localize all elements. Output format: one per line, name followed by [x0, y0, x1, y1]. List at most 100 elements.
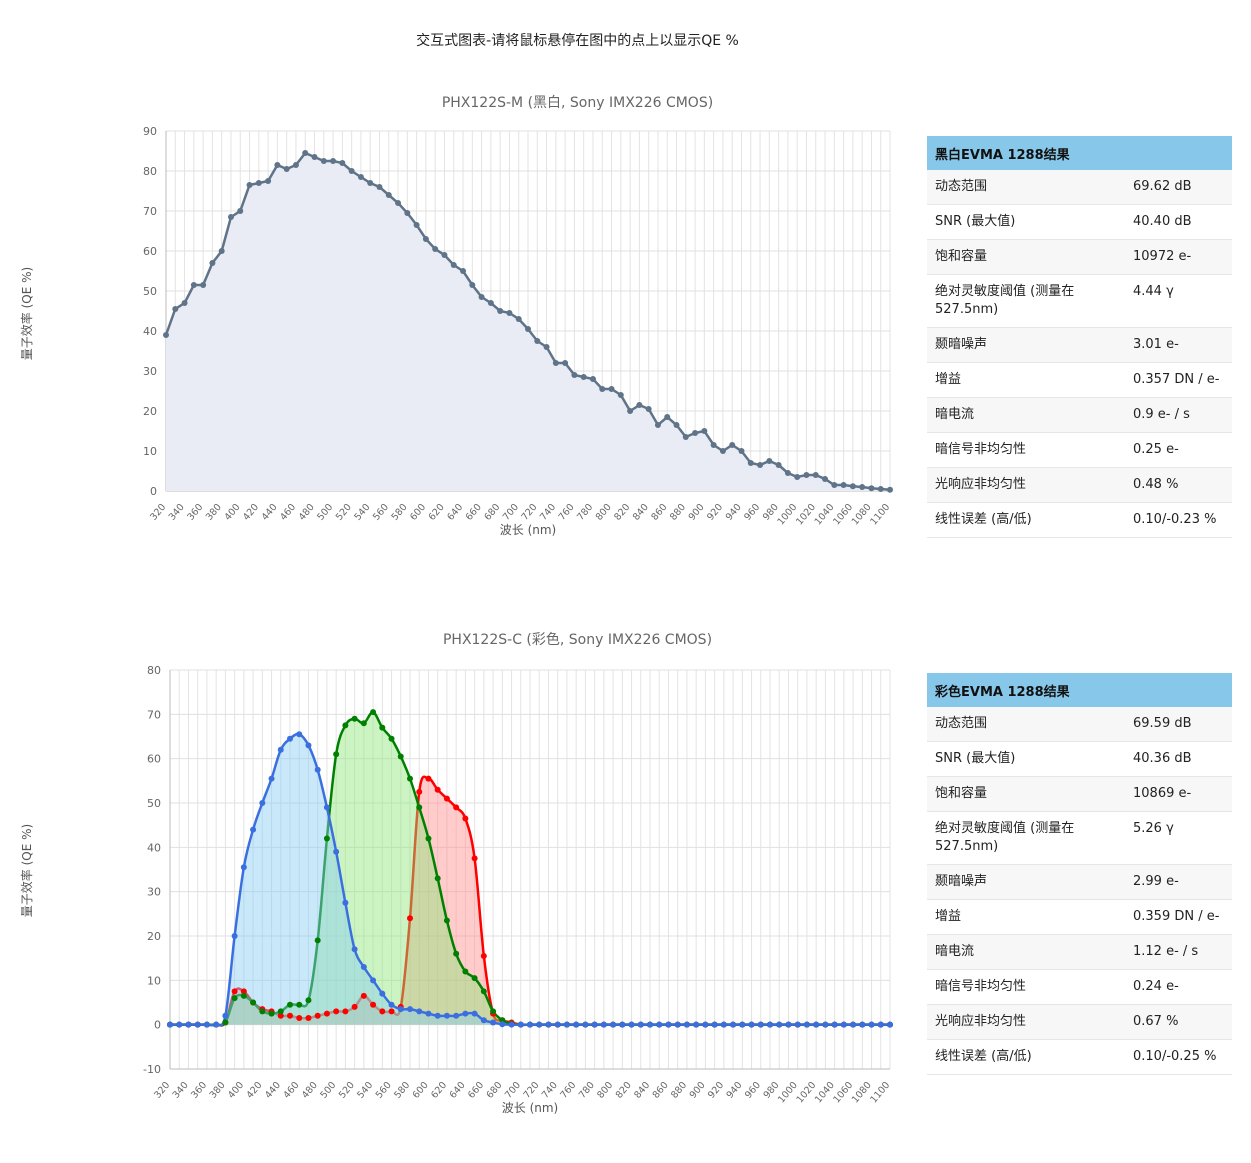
- mono-qe-chart[interactable]: 0102030405060708090320340360380400420440…: [0, 0, 900, 560]
- data-point-blue[interactable]: [287, 735, 293, 742]
- data-point-blue[interactable]: [647, 1021, 653, 1028]
- data-point-blue[interactable]: [554, 1021, 561, 1028]
- data-point-blue[interactable]: [167, 1021, 173, 1028]
- data-point-red[interactable]: [416, 788, 423, 795]
- data-point-green[interactable]: [471, 975, 478, 982]
- data-point-0[interactable]: [200, 282, 207, 288]
- data-point-blue[interactable]: [656, 1021, 663, 1028]
- data-point-0[interactable]: [654, 422, 661, 428]
- data-point-0[interactable]: [543, 344, 550, 350]
- data-point-blue[interactable]: [333, 848, 340, 855]
- data-point-green[interactable]: [222, 1019, 229, 1026]
- data-point-0[interactable]: [682, 434, 689, 440]
- data-point-green[interactable]: [287, 1001, 293, 1008]
- color-qe-chart[interactable]: -100102030405060708032034036038040042044…: [0, 0, 900, 1130]
- data-point-0[interactable]: [784, 470, 791, 476]
- data-point-0[interactable]: [190, 282, 197, 288]
- data-point-0[interactable]: [283, 166, 290, 172]
- data-point-blue[interactable]: [887, 1021, 893, 1028]
- data-point-0[interactable]: [664, 414, 671, 420]
- data-point-0[interactable]: [868, 485, 875, 492]
- data-point-blue[interactable]: [776, 1021, 783, 1028]
- data-point-blue[interactable]: [416, 1008, 423, 1015]
- data-point-0[interactable]: [478, 294, 485, 300]
- data-point-0[interactable]: [589, 376, 596, 382]
- data-point-red[interactable]: [443, 795, 450, 802]
- data-point-blue[interactable]: [176, 1021, 183, 1028]
- data-point-0[interactable]: [562, 360, 569, 366]
- data-point-blue[interactable]: [803, 1021, 810, 1028]
- data-point-green[interactable]: [379, 724, 386, 731]
- data-point-0[interactable]: [422, 236, 429, 242]
- data-point-0[interactable]: [775, 462, 782, 468]
- data-point-red[interactable]: [240, 988, 247, 995]
- data-point-0[interactable]: [719, 448, 726, 454]
- data-point-0[interactable]: [348, 168, 355, 174]
- data-point-0[interactable]: [794, 474, 801, 480]
- data-point-red[interactable]: [314, 1012, 321, 1019]
- data-point-0[interactable]: [831, 482, 838, 488]
- data-point-blue[interactable]: [360, 964, 367, 971]
- data-point-blue[interactable]: [637, 1021, 644, 1028]
- data-point-blue[interactable]: [582, 1021, 589, 1028]
- data-point-0[interactable]: [395, 200, 402, 206]
- data-point-0[interactable]: [552, 360, 559, 366]
- data-point-0[interactable]: [710, 442, 717, 448]
- data-point-red[interactable]: [370, 1001, 377, 1008]
- data-point-0[interactable]: [757, 462, 764, 468]
- data-point-red[interactable]: [471, 855, 478, 862]
- data-point-blue[interactable]: [591, 1021, 598, 1028]
- data-point-0[interactable]: [181, 300, 188, 306]
- data-point-blue[interactable]: [490, 1019, 497, 1026]
- data-point-green[interactable]: [443, 917, 450, 924]
- data-point-0[interactable]: [339, 160, 346, 166]
- data-point-blue[interactable]: [259, 800, 266, 806]
- data-point-0[interactable]: [330, 158, 337, 164]
- data-point-blue[interactable]: [757, 1021, 764, 1028]
- data-point-red[interactable]: [305, 1015, 312, 1022]
- data-point-0[interactable]: [525, 326, 531, 332]
- data-point-blue[interactable]: [342, 899, 349, 906]
- data-point-blue[interactable]: [527, 1021, 533, 1028]
- data-point-0[interactable]: [413, 222, 420, 228]
- data-point-blue[interactable]: [314, 766, 321, 773]
- data-point-green[interactable]: [416, 804, 423, 811]
- data-point-green[interactable]: [397, 753, 404, 760]
- data-point-green[interactable]: [370, 709, 377, 716]
- data-point-blue[interactable]: [739, 1021, 746, 1028]
- data-point-blue[interactable]: [194, 1021, 201, 1028]
- data-point-blue[interactable]: [877, 1021, 884, 1028]
- data-point-blue[interactable]: [434, 1012, 441, 1019]
- data-point-blue[interactable]: [296, 731, 303, 738]
- data-point-0[interactable]: [580, 374, 587, 380]
- data-point-red[interactable]: [388, 1008, 395, 1015]
- data-point-blue[interactable]: [831, 1021, 838, 1028]
- data-point-red[interactable]: [425, 775, 432, 782]
- data-point-0[interactable]: [506, 310, 513, 316]
- data-point-0[interactable]: [237, 208, 244, 214]
- data-point-0[interactable]: [376, 184, 383, 190]
- data-point-blue[interactable]: [407, 1006, 413, 1013]
- data-point-blue[interactable]: [702, 1021, 709, 1028]
- data-point-0[interactable]: [404, 210, 411, 216]
- data-point-0[interactable]: [367, 180, 374, 186]
- data-point-green[interactable]: [305, 997, 312, 1004]
- data-point-green[interactable]: [425, 835, 432, 842]
- data-point-blue[interactable]: [822, 1021, 829, 1028]
- data-point-0[interactable]: [227, 214, 234, 220]
- data-point-0[interactable]: [627, 408, 634, 414]
- data-point-blue[interactable]: [213, 1021, 220, 1028]
- data-point-blue[interactable]: [813, 1021, 820, 1028]
- data-point-0[interactable]: [515, 316, 522, 322]
- data-point-blue[interactable]: [536, 1021, 543, 1028]
- data-point-blue[interactable]: [785, 1021, 792, 1028]
- data-point-0[interactable]: [692, 430, 699, 436]
- data-point-green[interactable]: [407, 775, 413, 782]
- data-point-0[interactable]: [357, 174, 364, 180]
- data-point-0[interactable]: [571, 372, 578, 378]
- data-point-blue[interactable]: [222, 1012, 229, 1019]
- data-point-blue[interactable]: [351, 946, 358, 953]
- data-point-blue[interactable]: [711, 1021, 718, 1028]
- data-point-0[interactable]: [432, 246, 439, 252]
- data-point-blue[interactable]: [794, 1021, 801, 1028]
